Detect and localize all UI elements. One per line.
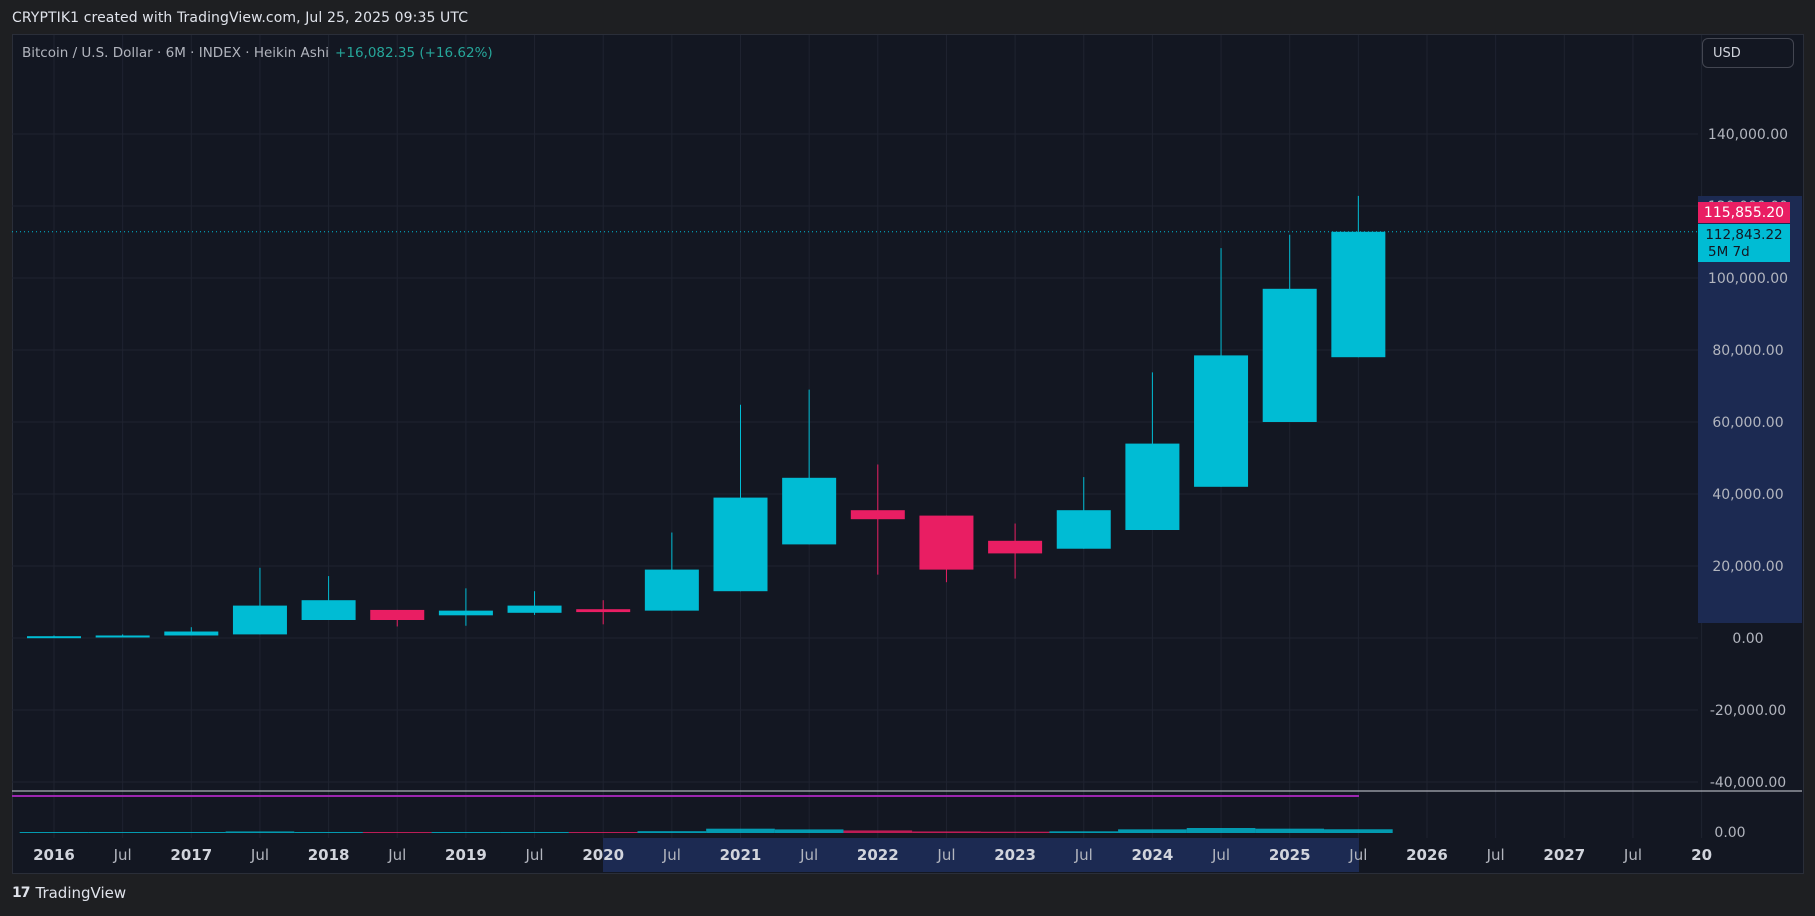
candle-body — [988, 540, 1043, 554]
series-legend: Bitcoin / U.S. Dollar · 6M · INDEX · Hei… — [22, 45, 493, 61]
x-tick-label: Jul — [387, 846, 406, 864]
x-tick-label: 2020 — [582, 846, 624, 864]
y-tick-label: -20,000.00 — [1710, 703, 1786, 719]
candle-body — [644, 569, 699, 611]
candle-body — [232, 605, 287, 635]
symbol-description[interactable]: Bitcoin / U.S. Dollar · 6M · INDEX · Hei… — [22, 45, 330, 61]
y-tick-label: 0.00 — [1732, 631, 1763, 647]
high-price-label-box — [1698, 202, 1790, 223]
x-tick-label: 2021 — [720, 846, 762, 864]
lower-pane-bar — [980, 831, 1050, 833]
candles-group — [27, 195, 1386, 639]
tradingview-logo-icon: 17 — [12, 885, 31, 901]
lower-pane-bar — [774, 829, 844, 833]
lower-pane-bar — [706, 828, 775, 833]
y-tick-label: 20,000.00 — [1712, 559, 1783, 575]
grid-lines — [12, 35, 1703, 838]
lower-pane-bar — [1049, 831, 1119, 833]
y-tick-label: 80,000.00 — [1712, 343, 1783, 359]
candle-body — [370, 609, 425, 620]
lower-pane-bar — [912, 831, 981, 833]
lower-pane-bar — [637, 831, 707, 833]
x-tick-label: 2017 — [170, 846, 212, 864]
candle-body — [438, 610, 493, 616]
x-tick-label: Jul — [799, 846, 818, 864]
x-tick-label: 2025 — [1269, 846, 1311, 864]
x-tick-label: 2024 — [1132, 846, 1174, 864]
x-tick-label: 2022 — [857, 846, 899, 864]
lower-pane-bar — [19, 832, 89, 833]
time-axis-highlight — [603, 838, 1359, 872]
lower-pane-bar — [1118, 829, 1187, 833]
candle-body — [713, 497, 768, 592]
candle-body — [1194, 355, 1249, 487]
candle-body — [1331, 231, 1386, 358]
candle-body — [1056, 510, 1111, 549]
x-tick-label: Jul — [524, 846, 543, 864]
candle-body — [919, 515, 974, 570]
candle-body — [95, 635, 150, 638]
candle-body — [164, 631, 219, 636]
x-tick-label: Jul — [936, 846, 955, 864]
candle-body — [507, 605, 562, 613]
candle-body — [27, 636, 81, 639]
y-tick-label: 40,000.00 — [1712, 487, 1783, 503]
x-tick-label: Jul — [1348, 846, 1367, 864]
tradingview-footer: 17 TradingView — [12, 884, 126, 902]
y-tick-label: 100,000.00 — [1708, 271, 1788, 287]
x-tick-label: Jul — [250, 846, 269, 864]
lower-pane-bar — [431, 832, 501, 833]
high-price-label: 115,855.20 — [1704, 205, 1784, 221]
y-tick-label: -40,000.00 — [1710, 775, 1786, 791]
x-tick-label: 2018 — [308, 846, 350, 864]
x-tick-label: 2026 — [1406, 846, 1448, 864]
lower-pane-bar — [156, 832, 226, 833]
time-axis: 2016 Jul 2017 Jul 2018 Jul 2019 Jul 2020 Jul 2021 J… — [33, 846, 1712, 864]
x-tick-label: Jul — [1211, 846, 1230, 864]
x-tick-label: 20 — [1691, 846, 1712, 864]
price-change: +16,082.35 (+16.62%) — [335, 45, 493, 61]
candle-body — [576, 609, 631, 613]
candle-body — [1125, 443, 1180, 530]
x-tick-label: Jul — [662, 846, 681, 864]
currency-button[interactable]: USD — [1702, 38, 1794, 68]
lower-pane-y-label: 0.00 — [1714, 825, 1745, 841]
x-tick-label: Jul — [1623, 846, 1642, 864]
y-tick-label: 140,000.00 — [1708, 127, 1788, 143]
last-price-label-box — [1698, 224, 1790, 262]
price-axis: 140,000.00 100,000.00 80,000.00 60,000.00 40… — [1708, 127, 1788, 791]
x-tick-label: Jul — [1074, 846, 1093, 864]
lower-pane-bar — [500, 832, 569, 833]
lower-pane-bar — [362, 832, 432, 833]
y-tick-label: 60,000.00 — [1712, 415, 1783, 431]
last-price-label: 112,843.22 — [1705, 227, 1782, 243]
lower-pane-bar — [843, 830, 913, 833]
candle-body — [850, 510, 905, 520]
price-axis-highlight — [1698, 196, 1802, 623]
x-tick-label: 2027 — [1543, 846, 1585, 864]
lower-pane-bar — [1186, 828, 1256, 833]
lower-pane-bar — [1255, 828, 1325, 833]
candle-body — [301, 600, 356, 620]
x-tick-label: 2023 — [994, 846, 1036, 864]
chart-frame[interactable] — [12, 34, 1804, 874]
tradingview-wordmark: TradingView — [35, 884, 127, 902]
x-tick-label: Jul — [113, 846, 132, 864]
candle-body — [1262, 288, 1317, 422]
x-tick-label: Jul — [1486, 846, 1505, 864]
lower-pane-bar — [1324, 829, 1393, 833]
lower-pane-bar — [568, 832, 638, 833]
lower-pane-bar — [294, 831, 363, 833]
x-tick-label: 2016 — [33, 846, 75, 864]
lower-pane-bar — [225, 831, 295, 833]
chart-attribution: CRYPTIK1 created with TradingView.com, J… — [12, 10, 469, 26]
lower-pane: 0.00 — [12, 795, 1746, 841]
bar-countdown-label: 5M 7d — [1708, 244, 1750, 260]
lower-pane-bar — [88, 832, 157, 833]
candle-body — [782, 477, 837, 545]
x-tick-label: 2019 — [445, 846, 487, 864]
